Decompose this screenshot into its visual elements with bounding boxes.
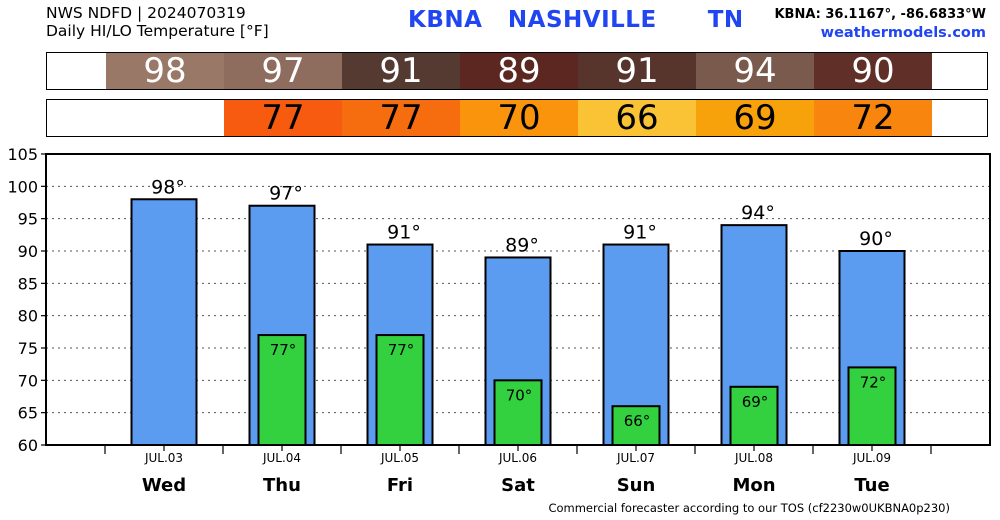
high-temp-cell: 91 — [578, 51, 696, 91]
variable-line: Daily HI/LO Temperature [°F] — [46, 22, 269, 40]
low-temp-bar — [611, 405, 661, 447]
y-tick-label: 65 — [18, 404, 38, 423]
low-temp-bar — [257, 334, 307, 447]
station-coordinates: KBNA: 36.1167°, -86.6833°W — [774, 7, 986, 22]
y-tick-label: 75 — [18, 339, 38, 358]
day-label: Tue — [854, 475, 889, 496]
high-temp-label: 94° — [741, 202, 775, 224]
low-temp-cell: 77 — [342, 98, 460, 138]
day-label: Sat — [501, 475, 535, 496]
low-temp-label: 70° — [506, 386, 533, 404]
plot-frame — [45, 153, 991, 446]
low-temp-label: 72° — [860, 373, 887, 391]
low-temperature-strip: 77 77 70 66 69 72 — [46, 98, 988, 138]
y-tick-label: 60 — [18, 436, 38, 455]
low-temp-label: 69° — [742, 393, 769, 411]
high-temp-cell: 94 — [696, 51, 814, 91]
low-temp-cell: 66 — [578, 98, 696, 138]
y-tick-label: 70 — [18, 371, 38, 390]
y-tick-label: 90 — [18, 242, 38, 261]
low-temp-bar — [847, 366, 897, 446]
date-label: JUL.07 — [616, 451, 655, 465]
high-temp-label: 98° — [151, 176, 185, 198]
high-temp-label: 97° — [269, 183, 303, 205]
footer-note: Commercial forecaster according to our T… — [548, 501, 950, 515]
y-tick-label: 80 — [18, 307, 38, 326]
high-temp-bar — [130, 198, 198, 446]
low-temp-label: 66° — [624, 412, 651, 430]
high-temp-label: 90° — [859, 228, 893, 250]
low-temp-bar — [729, 385, 779, 446]
day-label: Wed — [142, 475, 186, 496]
high-temp-label: 89° — [505, 234, 539, 256]
low-temp-bar — [375, 334, 425, 447]
high-temperature-strip: 98 97 91 89 91 94 90 — [46, 51, 988, 91]
product-title: NWS NDFD | 2024070319 Daily HI/LO Temper… — [46, 4, 269, 40]
website-link[interactable]: weathermodels.com — [820, 25, 986, 41]
high-temp-cell: 98 — [106, 51, 224, 91]
high-temp-label: 91° — [387, 222, 421, 244]
high-temp-label: 91° — [623, 222, 657, 244]
date-label: JUL.08 — [734, 451, 773, 465]
day-label: Mon — [732, 475, 775, 496]
date-label: JUL.05 — [380, 451, 419, 465]
high-temp-cell: 89 — [460, 51, 578, 91]
station-title: KBNA NASHVILLE TN — [408, 7, 744, 33]
date-label: JUL.09 — [852, 451, 891, 465]
station-info: KBNA: 36.1167°, -86.6833°W weathermodels… — [774, 5, 986, 43]
low-temp-cell: 69 — [696, 98, 814, 138]
day-label: Thu — [263, 475, 301, 496]
low-temp-label: 77° — [388, 341, 415, 359]
day-label: Sun — [617, 475, 656, 496]
high-temp-cell: 97 — [224, 51, 342, 91]
low-temp-cell: 70 — [460, 98, 578, 138]
date-label: JUL.04 — [262, 451, 301, 465]
low-temp-cell: 77 — [224, 98, 342, 138]
y-tick-label: 100 — [7, 177, 38, 196]
y-tick-label: 105 — [7, 145, 38, 164]
y-tick-label: 95 — [18, 210, 38, 229]
product-line: NWS NDFD | 2024070319 — [46, 4, 246, 22]
low-temp-label: 77° — [270, 341, 297, 359]
high-temp-cell: 91 — [342, 51, 460, 91]
date-label: JUL.03 — [144, 451, 183, 465]
y-tick-label: 85 — [18, 274, 38, 293]
day-label: Fri — [387, 475, 413, 496]
date-label: JUL.06 — [498, 451, 537, 465]
high-temp-cell: 90 — [814, 51, 932, 91]
low-temp-cell: 72 — [814, 98, 932, 138]
